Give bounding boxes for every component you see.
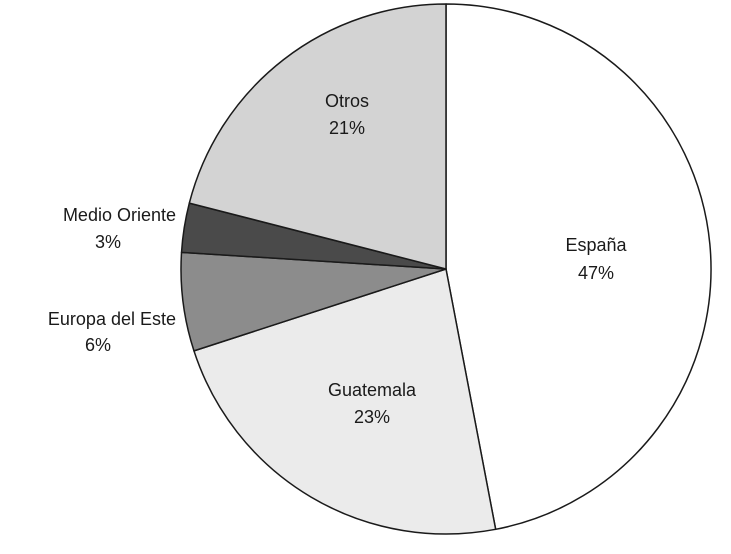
slice-value-medio-oriente: 3% bbox=[95, 232, 121, 252]
slice-value-otros: 21% bbox=[329, 118, 365, 138]
slice-value-europa-del-este: 6% bbox=[85, 335, 111, 355]
slice-label-medio-oriente: Medio Oriente bbox=[63, 205, 176, 225]
pie-labels: España 47% Guatemala 23% Europa del Este… bbox=[48, 91, 628, 427]
slice-label-otros: Otros bbox=[325, 91, 369, 111]
pie-slice-otros bbox=[188, 3, 447, 270]
slice-label-guatemala: Guatemala bbox=[328, 380, 417, 400]
pie-slice-guatemala bbox=[193, 268, 497, 535]
slice-label-espana: España bbox=[565, 235, 627, 255]
pie-slice-espana bbox=[445, 3, 712, 531]
slice-value-guatemala: 23% bbox=[354, 407, 390, 427]
slice-value-espana: 47% bbox=[578, 263, 614, 283]
pie-slices bbox=[180, 3, 712, 535]
slice-label-europa-del-este: Europa del Este bbox=[48, 309, 176, 329]
